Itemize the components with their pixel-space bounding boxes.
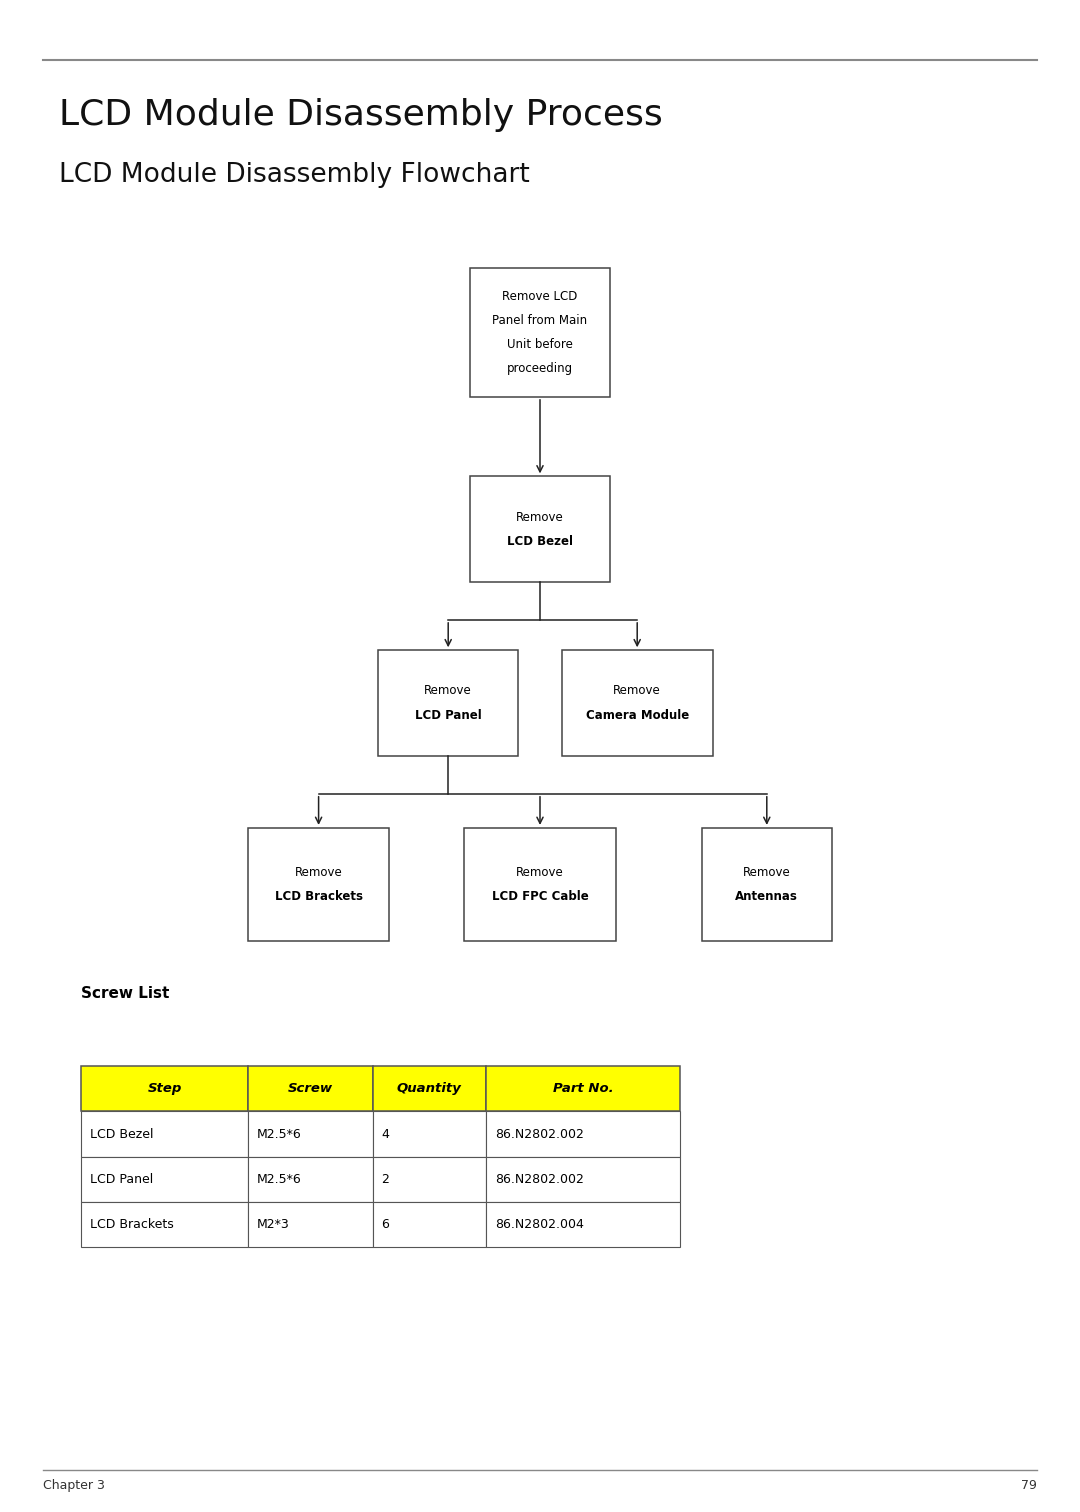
Text: Remove: Remove bbox=[295, 866, 342, 878]
Bar bbox=[486, 1157, 680, 1202]
Bar bbox=[248, 1202, 373, 1247]
Text: 2: 2 bbox=[381, 1173, 389, 1185]
Bar bbox=[486, 1202, 680, 1247]
Text: Remove: Remove bbox=[613, 685, 661, 697]
Text: 86.N2802.004: 86.N2802.004 bbox=[495, 1219, 583, 1231]
Bar bbox=[81, 1066, 248, 1111]
Text: LCD FPC Cable: LCD FPC Cable bbox=[491, 891, 589, 903]
Bar bbox=[248, 829, 389, 940]
Bar bbox=[470, 269, 610, 396]
Bar bbox=[378, 650, 518, 756]
Text: 6: 6 bbox=[381, 1219, 389, 1231]
Text: Antennas: Antennas bbox=[735, 891, 798, 903]
Bar bbox=[248, 1157, 373, 1202]
Text: LCD Panel: LCD Panel bbox=[415, 709, 482, 721]
Bar bbox=[373, 1202, 486, 1247]
Text: M2*3: M2*3 bbox=[257, 1219, 289, 1231]
Bar bbox=[464, 829, 616, 940]
Text: Camera Module: Camera Module bbox=[585, 709, 689, 721]
Text: Remove: Remove bbox=[424, 685, 472, 697]
Text: Panel from Main: Panel from Main bbox=[492, 314, 588, 327]
Text: 4: 4 bbox=[381, 1128, 389, 1140]
Text: LCD Brackets: LCD Brackets bbox=[274, 891, 363, 903]
Text: LCD Module Disassembly Flowchart: LCD Module Disassembly Flowchart bbox=[59, 162, 530, 187]
Bar bbox=[373, 1111, 486, 1157]
Bar bbox=[373, 1066, 486, 1111]
Bar bbox=[702, 829, 832, 940]
Text: Remove LCD: Remove LCD bbox=[502, 290, 578, 302]
Text: Remove: Remove bbox=[516, 866, 564, 878]
Text: Quantity: Quantity bbox=[396, 1083, 462, 1095]
Bar bbox=[81, 1111, 248, 1157]
Text: 86.N2802.002: 86.N2802.002 bbox=[495, 1173, 583, 1185]
Text: LCD Panel: LCD Panel bbox=[90, 1173, 153, 1185]
Text: Remove: Remove bbox=[516, 511, 564, 523]
Text: Unit before: Unit before bbox=[508, 339, 572, 351]
Bar bbox=[248, 1066, 373, 1111]
Text: Remove: Remove bbox=[743, 866, 791, 878]
Bar bbox=[248, 1111, 373, 1157]
Bar bbox=[562, 650, 713, 756]
Text: Part No.: Part No. bbox=[553, 1083, 613, 1095]
Bar bbox=[81, 1157, 248, 1202]
Text: LCD Brackets: LCD Brackets bbox=[90, 1219, 174, 1231]
Bar bbox=[81, 1202, 248, 1247]
Text: proceeding: proceeding bbox=[507, 363, 573, 375]
Text: LCD Bezel: LCD Bezel bbox=[507, 535, 573, 547]
Text: M2.5*6: M2.5*6 bbox=[257, 1173, 301, 1185]
Bar bbox=[486, 1111, 680, 1157]
Text: Chapter 3: Chapter 3 bbox=[43, 1479, 105, 1492]
Text: Screw List: Screw List bbox=[81, 986, 170, 1001]
Text: Screw: Screw bbox=[288, 1083, 333, 1095]
Text: 79: 79 bbox=[1021, 1479, 1037, 1492]
Text: M2.5*6: M2.5*6 bbox=[257, 1128, 301, 1140]
Text: LCD Bezel: LCD Bezel bbox=[90, 1128, 153, 1140]
Bar bbox=[486, 1066, 680, 1111]
Text: 86.N2802.002: 86.N2802.002 bbox=[495, 1128, 583, 1140]
Bar bbox=[470, 476, 610, 582]
Bar bbox=[373, 1157, 486, 1202]
Text: LCD Module Disassembly Process: LCD Module Disassembly Process bbox=[59, 98, 663, 132]
Text: Step: Step bbox=[148, 1083, 181, 1095]
